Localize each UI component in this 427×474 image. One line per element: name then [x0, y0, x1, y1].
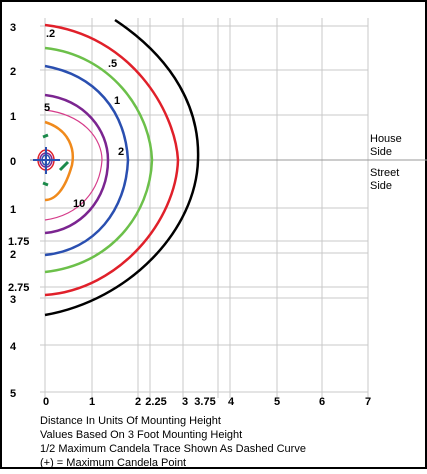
contour-label: 5	[44, 102, 50, 114]
contour-magenta	[44, 109, 103, 221]
y-label: 3	[10, 22, 16, 34]
notes: Distance In Units Of Mounting Height Val…	[40, 415, 306, 469]
x-label: 2.25	[145, 396, 166, 408]
contour-green	[44, 46, 154, 274]
contour-red	[44, 23, 180, 297]
side-label: Side	[370, 180, 392, 192]
contour-purple	[44, 93, 110, 235]
y-label: 2.75	[8, 282, 29, 294]
y-label: 1	[10, 111, 16, 123]
contour-black	[44, 18, 200, 317]
x-label: 3.75	[194, 396, 215, 408]
x-label: 5	[274, 396, 280, 408]
contours	[37, 18, 200, 317]
x-label: 2	[135, 396, 141, 408]
contour-orange	[44, 120, 74, 202]
note: Values Based On 3 Foot Mounting Height	[40, 429, 242, 441]
y-label: 1	[10, 204, 16, 216]
y-label: 1.75	[8, 236, 29, 248]
side-labels: House Side Street Side	[370, 133, 402, 192]
x-label: 0	[43, 396, 49, 408]
grid	[40, 18, 369, 398]
y-label: 5	[10, 388, 16, 400]
max-candela-point	[33, 147, 60, 174]
note: 1/2 Maximum Candela Trace Shown As Dashe…	[40, 443, 306, 455]
x-label: 6	[319, 396, 325, 408]
y-label: 0	[10, 156, 16, 168]
contour-label: .5	[108, 58, 117, 70]
y-label: 2	[10, 66, 16, 78]
y-label: 4	[10, 341, 17, 353]
side-label: Street	[370, 167, 399, 179]
contour-labels: .2 .5 1 2 5 10	[44, 28, 124, 210]
contour-label: 1	[114, 95, 120, 107]
side-label: Side	[370, 146, 392, 158]
x-label: 3	[182, 396, 188, 408]
y-label: 2	[10, 249, 16, 261]
contour-label: 10	[73, 198, 85, 210]
y-label: 3	[10, 294, 16, 306]
y-axis-labels: 3 2 1 0 1 1.75 2 2.75 3 4 5	[8, 22, 29, 400]
note: (+) = Maximum Candela Point	[40, 457, 186, 469]
contour-label: .2	[46, 28, 55, 40]
note: Distance In Units Of Mounting Height	[40, 415, 221, 427]
x-label: 4	[228, 396, 235, 408]
contour-label: 2	[118, 146, 124, 158]
x-axis-labels: 0 1 2 2.25 3 3.75 4 5 6 7	[43, 396, 371, 408]
x-label: 1	[89, 396, 95, 408]
contour-fragments	[42, 133, 70, 187]
contour-blue	[44, 64, 130, 257]
x-label: 7	[365, 396, 371, 408]
side-label: House	[370, 133, 402, 145]
